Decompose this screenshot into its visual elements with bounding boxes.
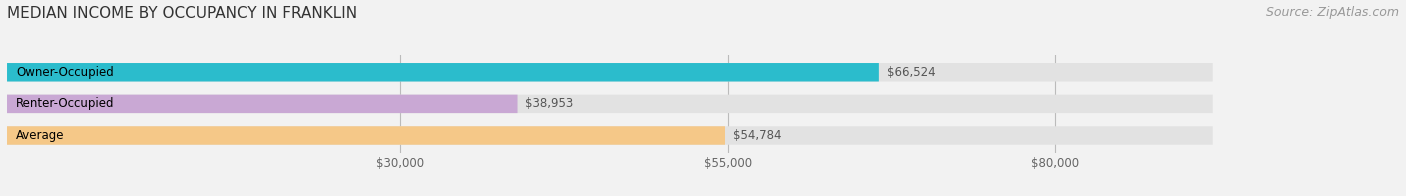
- FancyBboxPatch shape: [7, 126, 725, 145]
- Text: Average: Average: [17, 129, 65, 142]
- Text: Owner-Occupied: Owner-Occupied: [17, 66, 114, 79]
- Text: Source: ZipAtlas.com: Source: ZipAtlas.com: [1265, 6, 1399, 19]
- Text: MEDIAN INCOME BY OCCUPANCY IN FRANKLIN: MEDIAN INCOME BY OCCUPANCY IN FRANKLIN: [7, 6, 357, 21]
- FancyBboxPatch shape: [7, 95, 517, 113]
- Text: Renter-Occupied: Renter-Occupied: [17, 97, 115, 110]
- Text: $54,784: $54,784: [733, 129, 782, 142]
- FancyBboxPatch shape: [7, 95, 1213, 113]
- FancyBboxPatch shape: [7, 63, 879, 82]
- Text: $66,524: $66,524: [887, 66, 935, 79]
- FancyBboxPatch shape: [7, 126, 1213, 145]
- FancyBboxPatch shape: [7, 63, 1213, 82]
- Text: $38,953: $38,953: [526, 97, 574, 110]
